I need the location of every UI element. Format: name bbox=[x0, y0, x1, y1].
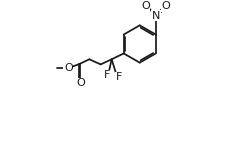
Text: F: F bbox=[104, 70, 111, 80]
Text: O: O bbox=[162, 1, 170, 11]
Text: F: F bbox=[116, 72, 122, 82]
Text: N: N bbox=[152, 11, 160, 21]
Text: O: O bbox=[76, 78, 85, 88]
Text: O: O bbox=[141, 1, 150, 11]
Text: O: O bbox=[64, 63, 73, 73]
